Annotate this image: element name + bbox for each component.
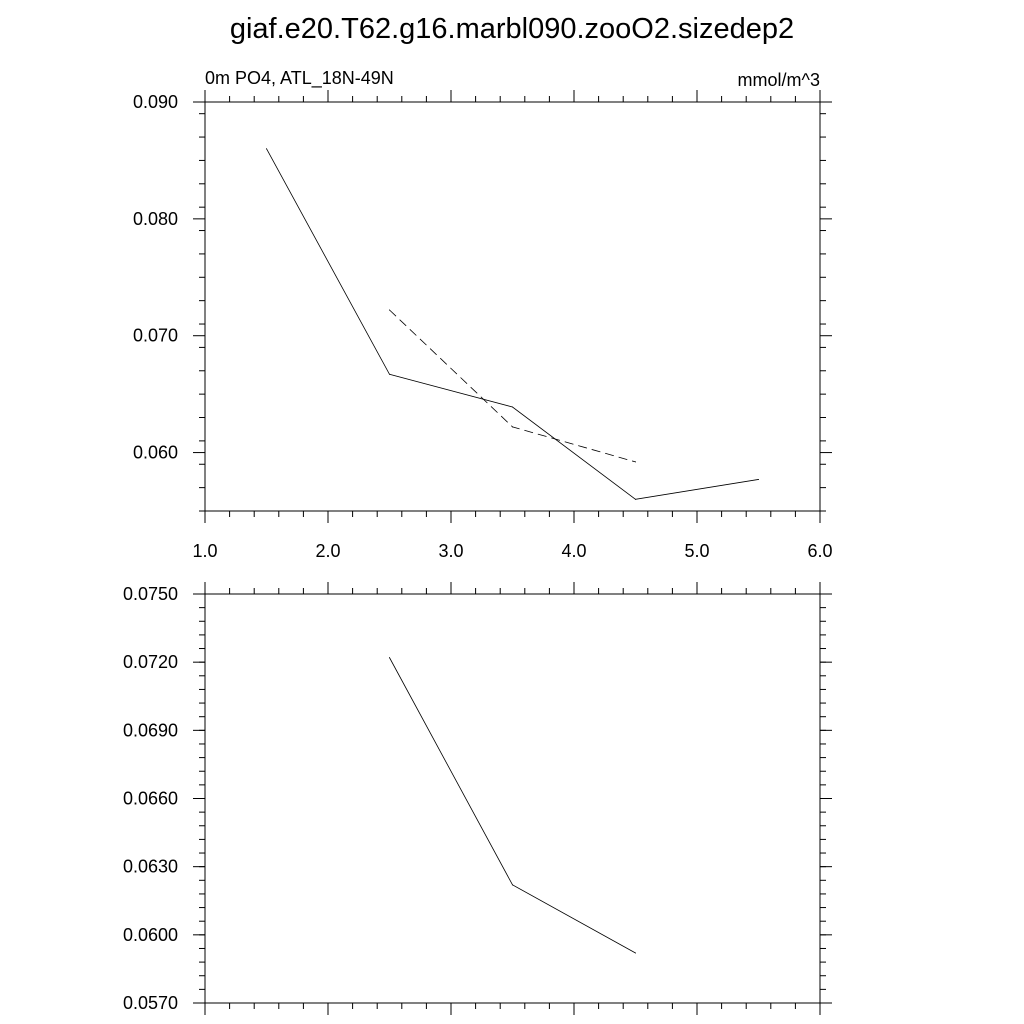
top-series-1-point: [635, 461, 636, 463]
top-y-tick-label: 0.090: [133, 92, 178, 112]
top-y-tick-label: 0.080: [133, 209, 178, 229]
bottom-y-tick-label: 0.0630: [123, 857, 178, 877]
bottom-y-tick-label: 0.0570: [123, 993, 178, 1013]
top-x-tick-label: 3.0: [438, 541, 463, 561]
bottom-series-0-point: [635, 952, 636, 954]
top-panel: 0m PO4, ATL_18N-49N mmol/m^3 1.0 2.0 3.0 4.…: [133, 68, 833, 561]
bottom-plot-frame: [204, 593, 821, 1004]
top-series-0-point: [512, 406, 513, 408]
top-series-0-point: [389, 373, 390, 375]
top-x-tick-label: 6.0: [807, 541, 832, 561]
bottom-y-tick-label: 0.0660: [123, 789, 178, 809]
top-series-0-point: [635, 498, 636, 500]
top-series-1-point: [389, 309, 390, 311]
bottom-series-0-point: [389, 657, 390, 659]
top-series-0-point: [266, 148, 267, 150]
top-y-tick-label: 0.060: [133, 443, 178, 463]
top-series-solid-line: [266, 148, 759, 500]
top-series-dashed-line: [389, 309, 636, 463]
top-panel-left-label: 0m PO4, ATL_18N-49N: [205, 68, 394, 89]
top-plot-frame: [204, 101, 821, 512]
bottom-panel: 0.0570 0.0600 0.0630 0.0660 0.0690 0.0720 0.07…: [123, 582, 832, 1015]
top-x-tick-label: 5.0: [684, 541, 709, 561]
top-x-tick-label: 4.0: [561, 541, 586, 561]
top-series-0-point: [758, 478, 759, 480]
top-x-tick-label: 2.0: [315, 541, 340, 561]
bottom-series-0-point: [512, 884, 513, 886]
bottom-series-solid-line: [389, 657, 636, 954]
bottom-y-tick-label: 0.0690: [123, 720, 178, 740]
top-y-tick-label: 0.070: [133, 326, 178, 346]
top-panel-right-label: mmol/m^3: [738, 70, 820, 90]
bottom-y-tick-label: 0.0720: [123, 652, 178, 672]
bottom-y-tick-label: 0.0750: [123, 584, 178, 604]
top-x-tick-label: 1.0: [192, 541, 217, 561]
figure-title: giaf.e20.T62.g16.marbl090.zooO2.sizedep2: [230, 13, 794, 45]
top-series-1-point: [512, 426, 513, 428]
bottom-y-tick-label: 0.0600: [123, 925, 178, 945]
